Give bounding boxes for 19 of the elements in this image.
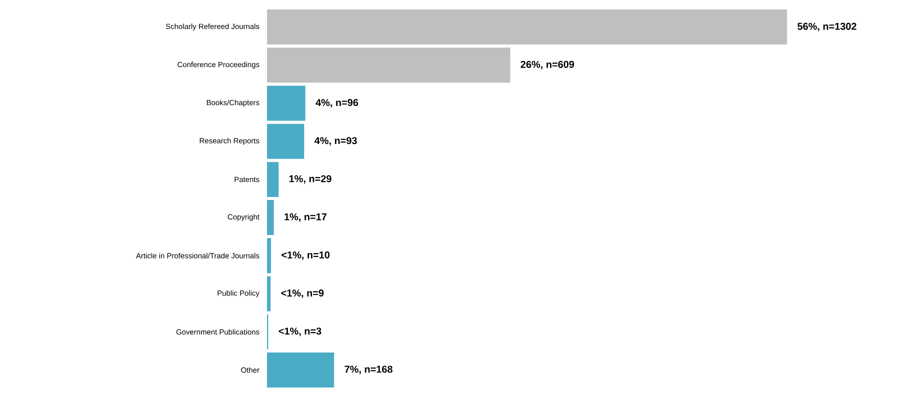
data-label: <1%, n=10: [282, 251, 330, 260]
bar: [267, 124, 304, 159]
data-label: 4%, n=96: [316, 99, 358, 108]
data-label: 1%, n=17: [284, 213, 326, 222]
data-label: 1%, n=29: [289, 175, 332, 184]
bar: [267, 238, 271, 274]
bar: [267, 276, 271, 312]
data-label: 4%, n=93: [314, 137, 357, 146]
data-label: 26%, n=609: [520, 60, 574, 70]
bar: [267, 48, 510, 83]
data-label: 7%, n=168: [344, 366, 392, 374]
data-label: 56%, n=1302: [798, 22, 856, 32]
bar: [267, 352, 334, 388]
bar: [267, 10, 788, 45]
data-label: <1%, n=9: [281, 290, 324, 298]
bar: [267, 162, 279, 197]
bar: [267, 86, 306, 121]
data-label: <1%, n=3: [278, 328, 322, 336]
bar: [267, 200, 274, 236]
